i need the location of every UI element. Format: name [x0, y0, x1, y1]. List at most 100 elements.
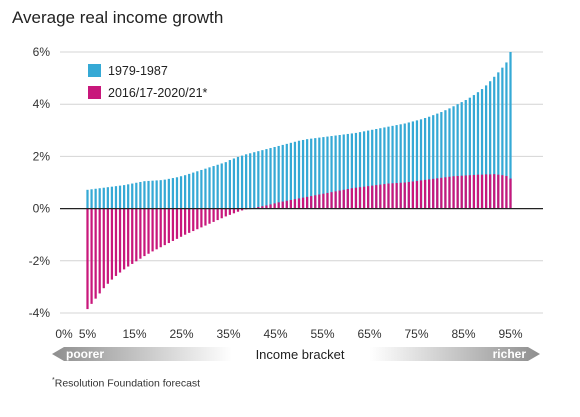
bar-2016-2021 [476, 174, 480, 209]
bar-2016-2021 [196, 208, 199, 230]
x-tick-label: 25% [169, 327, 193, 341]
legend: 1979-1987 2016/17-2020/21* [88, 64, 208, 100]
bar-1979-1987 [367, 130, 370, 209]
bar-2016-2021 [167, 208, 170, 244]
bar-2016-2021 [184, 208, 187, 235]
x-tick-label: 0% [55, 327, 73, 341]
x-tick-label: 65% [357, 327, 381, 341]
bar-1979-1987 [184, 175, 187, 209]
bar-1979-1987 [383, 127, 386, 209]
bar-2016-2021 [285, 200, 288, 209]
bar-1979-1987 [224, 162, 227, 209]
arrow-left [52, 347, 232, 361]
bar-2016-2021 [269, 204, 272, 209]
bar-1979-1987 [110, 186, 114, 209]
bar-2016-2021 [480, 174, 484, 209]
bar-2016-2021 [106, 208, 109, 284]
bar-1979-1987 [432, 115, 435, 209]
bar-1979-1987 [281, 144, 284, 209]
bar-1979-1987 [358, 132, 362, 209]
bar-1979-1987 [90, 189, 93, 209]
bar-2016-2021 [505, 175, 508, 209]
bar-2016-2021 [118, 208, 122, 273]
bar-2016-2021 [436, 178, 439, 209]
bar-1979-1987 [179, 176, 183, 209]
bar-2016-2021 [407, 181, 410, 209]
y-tick-label: 2% [33, 149, 51, 163]
bar-2016-2021 [403, 182, 406, 209]
x-tick-label: 55% [310, 327, 334, 341]
bar-2016-2021 [346, 189, 349, 209]
bar-2016-2021 [314, 195, 317, 209]
bar-1979-1987 [86, 189, 89, 209]
bar-1979-1987 [171, 178, 175, 209]
bar-2016-2021 [432, 178, 435, 209]
x-axis-label: Income bracket [256, 347, 345, 362]
bar-1979-1987 [314, 138, 317, 209]
bar-1979-1987 [480, 89, 484, 209]
bar-2016-2021 [216, 208, 219, 221]
bar-2016-2021 [289, 199, 292, 209]
bar-2016-2021 [367, 186, 370, 209]
bar-2016-2021 [200, 208, 203, 228]
bar-2016-2021 [456, 175, 459, 209]
bar-2016-2021 [94, 208, 97, 299]
y-tick-label: -4% [29, 306, 51, 320]
bar-1979-1987 [509, 52, 512, 209]
bar-1979-1987 [342, 134, 345, 209]
bar-1979-1987 [245, 154, 248, 209]
bar-2016-2021 [159, 208, 162, 248]
bar-2016-2021 [179, 208, 183, 237]
bar-1979-1987 [236, 156, 240, 209]
bar-2016-2021 [358, 187, 362, 209]
bar-2016-2021 [318, 194, 321, 209]
bar-2016-2021 [440, 177, 443, 209]
bar-1979-1987 [228, 160, 231, 209]
bar-1979-1987 [265, 149, 268, 209]
bar-1979-1987 [147, 180, 150, 209]
bar-2016-2021 [350, 188, 353, 209]
bar-2016-2021 [306, 196, 309, 209]
bar-2016-2021 [131, 208, 134, 264]
arrow-right-label: richer [493, 347, 527, 361]
bar-2016-2021 [338, 190, 341, 209]
bar-1979-1987 [167, 178, 170, 209]
bar-1979-1987 [452, 106, 455, 209]
bar-2016-2021 [391, 183, 394, 209]
bar-2016-2021 [143, 208, 146, 257]
bar-2016-2021 [208, 208, 211, 224]
bar-2016-2021 [232, 208, 236, 214]
bar-1979-1987 [387, 126, 390, 209]
bar-2016-2021 [423, 179, 427, 209]
bar-2016-2021 [155, 208, 158, 250]
bar-2016-2021 [114, 208, 118, 276]
bar-1979-1987 [261, 150, 264, 209]
x-tick-label: 35% [216, 327, 240, 341]
bar-2016-2021 [484, 174, 488, 209]
bar-2016-2021 [228, 208, 231, 215]
bar-1979-1987 [322, 137, 325, 209]
bar-1979-1987 [192, 172, 195, 209]
bar-1979-1987 [273, 147, 276, 209]
bar-1979-1987 [326, 136, 329, 209]
bar-2016-2021 [171, 208, 175, 241]
bar-1979-1987 [122, 185, 126, 209]
bar-1979-1987 [354, 132, 358, 209]
bar-1979-1987 [371, 129, 374, 209]
bar-1979-1987 [249, 153, 252, 209]
bar-1979-1987 [464, 100, 467, 209]
bar-2016-2021 [444, 177, 447, 209]
bar-1979-1987 [505, 62, 508, 209]
bar-1979-1987 [200, 169, 203, 209]
bar-2016-2021 [151, 208, 154, 252]
arrow-left-label: poorer [66, 347, 104, 361]
bar-1979-1987 [240, 155, 244, 209]
bar-2016-2021 [452, 176, 455, 209]
bar-1979-1987 [269, 148, 272, 209]
bar-1979-1987 [297, 140, 301, 209]
bar-2016-2021 [310, 196, 313, 209]
bar-2016-2021 [147, 208, 150, 254]
bar-1979-1987 [139, 181, 142, 209]
bar-2016-2021 [98, 208, 101, 294]
x-tick-label: 95% [498, 327, 522, 341]
